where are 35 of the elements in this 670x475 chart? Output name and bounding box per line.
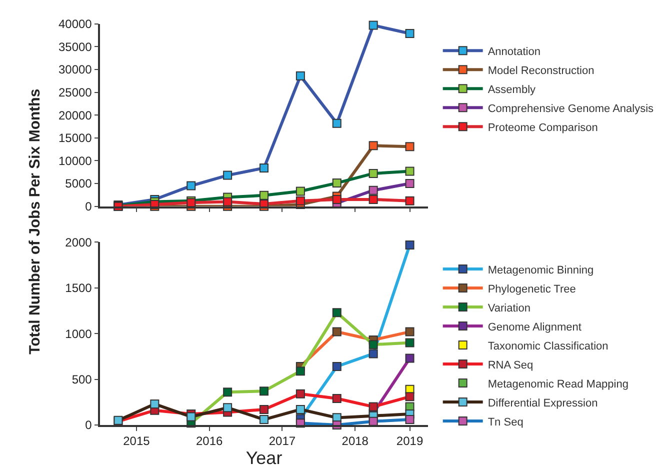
legend-label: Metagenomic Binning [488,264,594,276]
y-tick-label: 25000 [58,86,92,100]
x-axis-title: Year [246,448,282,468]
y-tick-label: 0 [85,418,92,432]
legend-label: Model Reconstruction [488,64,594,77]
y-tick-label: 15000 [58,131,92,146]
y-axis-title: Total Number of Jobs Per Six Months [26,88,44,354]
y-tick-label: 35000 [58,40,92,54]
y-tick-label: 2000 [65,235,92,250]
y-tick-label: 40000 [58,17,92,32]
legend-label: RNA Seq [488,359,534,372]
y-tick-label: 5000 [65,176,92,191]
x-tick-label: 2015 [123,434,150,448]
x-tick-label: 2016 [196,434,223,448]
legend-label: Tn Seq [488,416,524,428]
legend-label: Genome Alignment [488,321,582,334]
x-tick-label: 2017 [268,434,296,448]
y-tick-label: 1500 [65,281,92,296]
legend-label: Phylogenetic Tree [488,283,576,296]
y-tick-label: 0 [85,200,92,214]
legend-label: Differential Expression [488,397,598,410]
legend-label: Variation [488,302,530,314]
legend-label: Comprehensive Genome Analysis [488,102,654,115]
x-tick-label: 2019 [396,434,424,448]
legend-label: Taxonomic Classification [488,340,608,352]
y-tick-label: 20000 [58,108,92,122]
x-tick-label: 2018 [342,434,369,448]
legend-label: Proteome Comparison [488,122,598,134]
y-tick-label: 1000 [65,326,92,341]
y-tick-label: 10000 [58,154,92,168]
y-tick-label: 500 [72,372,92,387]
legend-label: Annotation [488,46,540,58]
legend-label: Metagenomic Read Mapping [488,378,628,390]
legend-label: Assembly [488,84,536,96]
y-tick-label: 30000 [58,62,92,77]
